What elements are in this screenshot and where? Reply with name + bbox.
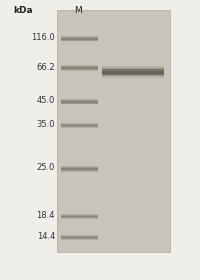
Bar — [102, 68, 164, 71]
Bar — [102, 66, 164, 69]
Text: M: M — [74, 6, 82, 15]
Text: 66.2: 66.2 — [36, 63, 55, 72]
Bar — [61, 237, 98, 239]
Bar — [102, 71, 164, 74]
Bar — [61, 167, 98, 169]
Text: kDa: kDa — [13, 6, 33, 15]
Bar — [61, 169, 98, 171]
Bar — [102, 75, 164, 78]
Text: 25.0: 25.0 — [37, 164, 55, 172]
Bar — [61, 39, 98, 41]
Bar — [61, 239, 98, 240]
Bar — [61, 217, 98, 219]
Bar — [61, 168, 98, 170]
Text: 35.0: 35.0 — [37, 120, 55, 129]
Bar — [61, 102, 98, 104]
Bar — [61, 236, 98, 237]
Bar — [102, 73, 164, 76]
Bar — [61, 214, 98, 216]
Bar — [61, 38, 98, 39]
Bar — [61, 126, 98, 128]
Bar — [61, 99, 98, 101]
Bar — [61, 102, 98, 104]
Text: 18.4: 18.4 — [37, 211, 55, 220]
Bar — [61, 235, 98, 237]
Bar — [61, 215, 98, 216]
Text: 14.4: 14.4 — [37, 232, 55, 241]
Bar — [61, 166, 98, 168]
Bar — [61, 39, 98, 41]
Bar — [61, 125, 98, 127]
Bar — [61, 170, 98, 172]
Bar — [61, 36, 98, 38]
Bar — [61, 216, 98, 217]
Bar — [61, 216, 98, 218]
Bar — [102, 69, 164, 72]
Bar — [61, 67, 98, 69]
Text: 45.0: 45.0 — [37, 96, 55, 105]
Bar — [61, 237, 98, 239]
Bar — [61, 101, 98, 102]
Bar — [102, 72, 164, 75]
Bar — [61, 69, 98, 71]
Text: 116.0: 116.0 — [31, 33, 55, 42]
Bar — [61, 125, 98, 126]
Bar — [61, 66, 98, 67]
Bar — [61, 100, 98, 102]
Bar — [61, 123, 98, 125]
Bar — [57, 10, 170, 252]
Bar — [61, 124, 98, 125]
Bar — [61, 66, 98, 68]
Bar — [61, 37, 98, 39]
Bar — [61, 68, 98, 70]
